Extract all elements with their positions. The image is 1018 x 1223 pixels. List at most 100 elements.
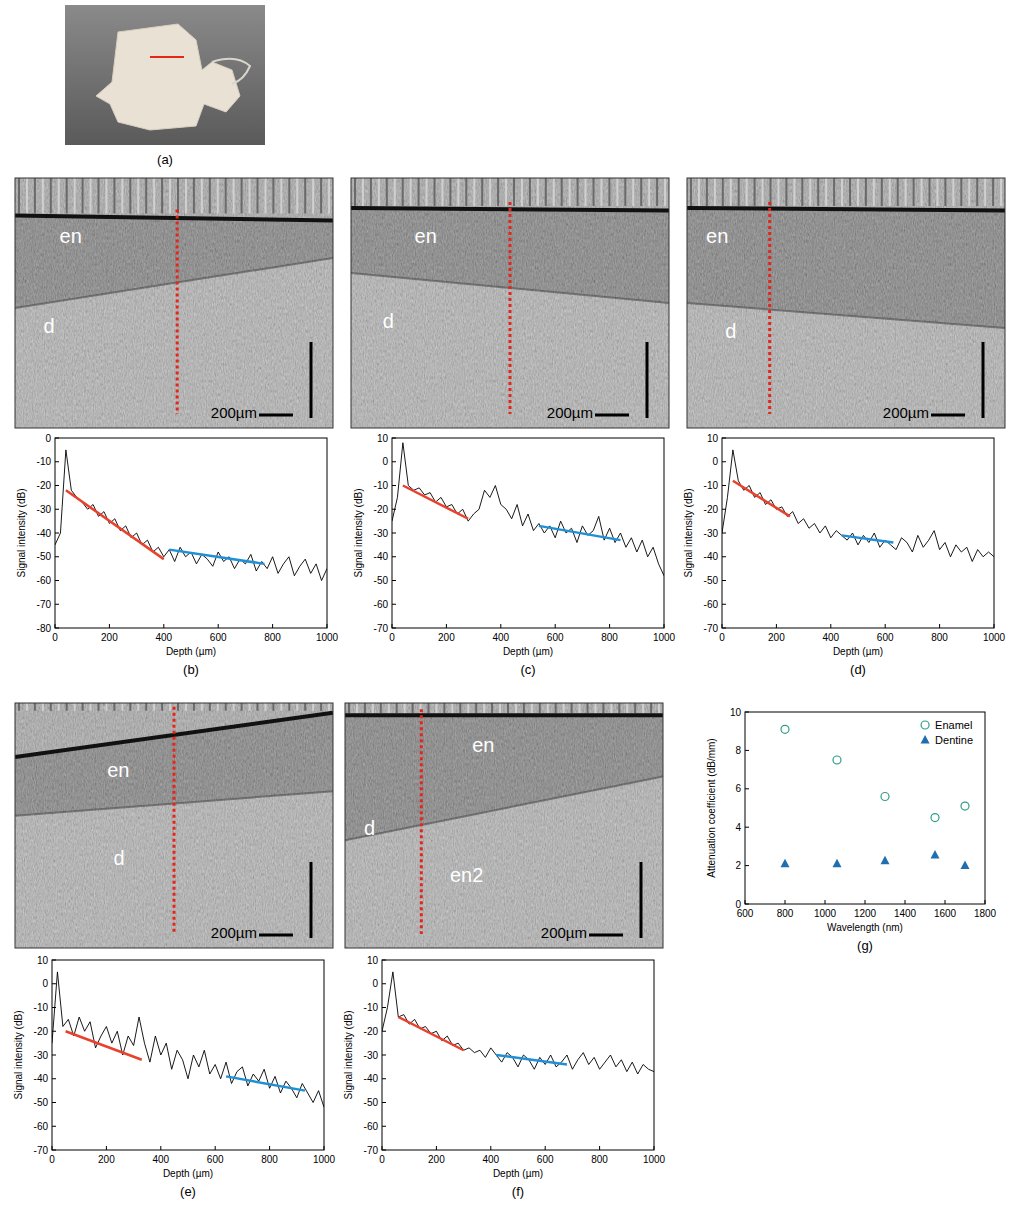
- y-tick: [392, 438, 396, 439]
- x-tick: [55, 624, 56, 628]
- oct-background: [15, 178, 333, 428]
- y-tick-label: 10: [37, 955, 49, 966]
- surface-artifact: [746, 178, 748, 206]
- tooth-tissue: [212, 59, 250, 84]
- surface-artifact: [801, 178, 803, 206]
- surface-artifact: [98, 178, 100, 214]
- y-tick: [392, 485, 396, 486]
- x-tick-label: 400: [152, 1154, 169, 1165]
- surface-artifact: [587, 703, 589, 713]
- legend-label: Enamel: [935, 719, 972, 731]
- y-tick-label: -70: [37, 599, 52, 610]
- surface-artifact: [129, 178, 131, 214]
- surface-artifact: [579, 703, 581, 713]
- x-tick: [599, 1146, 600, 1150]
- y-tick: [392, 580, 396, 581]
- surface-artifact: [66, 703, 68, 711]
- surface-artifact: [642, 703, 644, 713]
- surface-artifact: [449, 178, 451, 206]
- y-tick-label: -10: [37, 456, 52, 467]
- speckle: [351, 178, 669, 428]
- x-tick-label: 1000: [643, 1154, 666, 1165]
- y-tick: [722, 628, 726, 629]
- tissue-label: en: [107, 759, 129, 781]
- y-tick-label: -30: [34, 1050, 49, 1061]
- x-tick: [218, 624, 219, 628]
- x-tick: [545, 1146, 546, 1150]
- x-axis-title: Wavelength (nm): [827, 922, 903, 933]
- photo: (a): [65, 5, 265, 167]
- y-tick-label: 4: [735, 822, 741, 833]
- surface-artifact: [563, 703, 565, 713]
- y-tick-label: -60: [374, 599, 389, 610]
- speckle: [687, 178, 1005, 428]
- fit-line: [226, 1076, 305, 1090]
- surface-artifact: [217, 178, 219, 214]
- surface-artifact: [296, 178, 298, 214]
- x-tick: [324, 1146, 325, 1150]
- surface-artifact: [889, 178, 891, 206]
- fit-line: [398, 1017, 463, 1050]
- panel-caption: (d): [850, 662, 866, 677]
- x-tick-label: 1200: [854, 908, 877, 919]
- surface-artifact: [600, 178, 602, 206]
- surface-artifact: [304, 703, 306, 711]
- surface-artifact: [849, 178, 851, 206]
- surface-artifact: [312, 703, 314, 711]
- y-tick-label: -40: [34, 1073, 49, 1084]
- y-axis-title: Signal intensity (dB): [683, 489, 694, 578]
- x-tick-label: 1400: [894, 908, 917, 919]
- surface-artifact: [58, 178, 60, 214]
- y-tick-label: -40: [704, 551, 719, 562]
- surface-artifact: [426, 178, 428, 206]
- chart: -70-60-50-40-30-20-100100200400600800100…: [353, 433, 676, 678]
- tissue-label: en: [706, 225, 728, 247]
- surface-artifact: [356, 703, 358, 713]
- tissue-label: en: [415, 225, 437, 247]
- surface-artifact: [328, 178, 330, 214]
- surface-artifact: [201, 178, 203, 214]
- surface-artifact: [793, 178, 795, 206]
- surface-artifact: [976, 178, 978, 206]
- x-tick-label: 800: [261, 1154, 278, 1165]
- y-tick-label: -40: [37, 528, 52, 539]
- scale-label: 200µm: [547, 404, 593, 421]
- marks: [55, 450, 327, 581]
- x-tick: [269, 1146, 270, 1150]
- surface-artifact: [105, 703, 107, 711]
- y-tick: [55, 604, 59, 605]
- y-tick-label: 6: [735, 783, 741, 794]
- surface-artifact: [388, 703, 390, 713]
- surface-artifact: [434, 178, 436, 206]
- surface-artifact: [944, 178, 946, 206]
- surface-artifact: [499, 703, 501, 713]
- surface-artifact: [177, 703, 179, 711]
- surface-artifact: [364, 703, 366, 713]
- surface-artifact: [378, 178, 380, 206]
- y-tick: [52, 960, 56, 961]
- y-tick: [382, 1007, 386, 1008]
- oct-image: enden2200µm: [345, 703, 663, 948]
- surface-artifact: [473, 178, 475, 206]
- y-tick-label: -40: [364, 1073, 379, 1084]
- y-tick-label: -50: [364, 1097, 379, 1108]
- y-tick: [392, 628, 396, 629]
- surface-artifact: [459, 703, 461, 713]
- y-tick: [722, 485, 726, 486]
- surface-artifact: [441, 178, 443, 206]
- y-axis-title: Signal intensity (dB): [343, 1011, 354, 1100]
- y-tick: [52, 1102, 56, 1103]
- surface-artifact: [897, 178, 899, 206]
- surface-artifact: [529, 178, 531, 206]
- surface-artifact: [960, 178, 962, 206]
- y-tick: [392, 533, 396, 534]
- plot-frame: [382, 960, 654, 1150]
- surface-artifact: [507, 703, 509, 713]
- surface-artifact: [616, 178, 618, 206]
- y-tick-label: -50: [34, 1097, 49, 1108]
- surface-artifact: [648, 178, 650, 206]
- y-tick: [382, 983, 386, 984]
- y-tick: [392, 509, 396, 510]
- surface-artifact: [121, 703, 123, 711]
- x-tick-label: 600: [207, 1154, 224, 1165]
